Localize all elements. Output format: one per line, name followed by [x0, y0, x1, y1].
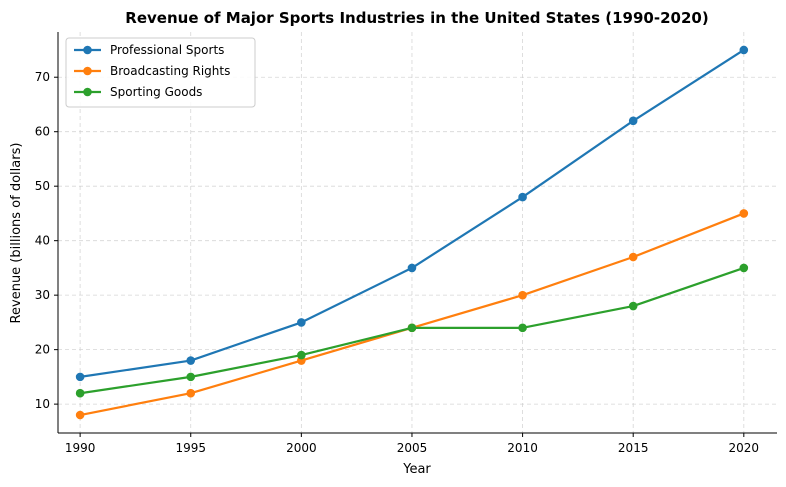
series-0 [75, 45, 749, 382]
legend-label: Professional Sports [110, 43, 224, 57]
y-tick-label: 20 [35, 343, 50, 357]
data-point [186, 388, 196, 398]
legend-entry: Sporting Goods [74, 85, 202, 99]
y-tick-label: 40 [35, 234, 50, 248]
legend-swatch-marker [83, 87, 92, 97]
data-point [75, 388, 85, 398]
axes: 1990 1995 2000 2005 2010 2015 2020 10 20 30 40 50 60… [35, 32, 777, 455]
series-2 [75, 263, 749, 398]
y-tick-label: 60 [35, 125, 50, 139]
data-point [186, 372, 196, 382]
legend-swatch-marker [83, 66, 92, 76]
data-point [628, 301, 638, 311]
legend-label: Sporting Goods [110, 85, 202, 99]
data-point [628, 252, 638, 262]
x-axis-label: Year [402, 462, 431, 477]
x-tick-label: 2010 [507, 441, 538, 455]
y-tick-label: 50 [35, 179, 50, 193]
legend-entry: Professional Sports [74, 43, 224, 57]
data-point [628, 116, 638, 126]
data-point [407, 323, 417, 333]
chart-title: Revenue of Major Sports Industries in th… [125, 9, 708, 27]
y-tick-label: 70 [35, 70, 50, 84]
x-tick-label: 1990 [65, 441, 96, 455]
data-point [75, 410, 85, 420]
y-tick-label: 30 [35, 288, 50, 302]
legend-box [65, 37, 256, 108]
data-point [297, 318, 306, 327]
series-layer [75, 45, 749, 420]
data-point [739, 209, 749, 218]
legend-label: Broadcasting Rights [110, 64, 230, 78]
data-point [518, 290, 527, 300]
data-point [518, 192, 527, 202]
x-tick-label: 1995 [175, 441, 206, 455]
data-point [739, 45, 749, 55]
data-point [407, 263, 417, 273]
y-axis-label: Revenue (billions of dollars) [9, 143, 24, 324]
grid [58, 32, 777, 433]
legend-entry: Broadcasting Rights [74, 64, 230, 78]
x-tick-label: 2000 [286, 441, 317, 455]
x-tick-label: 2005 [397, 441, 428, 455]
data-point [739, 263, 749, 273]
x-tick-label: 2015 [618, 441, 649, 455]
data-point [518, 323, 527, 333]
legend-swatch-marker [83, 45, 92, 55]
y-tick-label: 10 [35, 397, 50, 411]
x-tick-label: 2020 [729, 441, 760, 455]
legend: Professional Sports Broadcasting Rights Sp… [65, 37, 256, 108]
data-point [297, 350, 306, 360]
data-point [75, 372, 85, 382]
data-point [186, 356, 196, 365]
